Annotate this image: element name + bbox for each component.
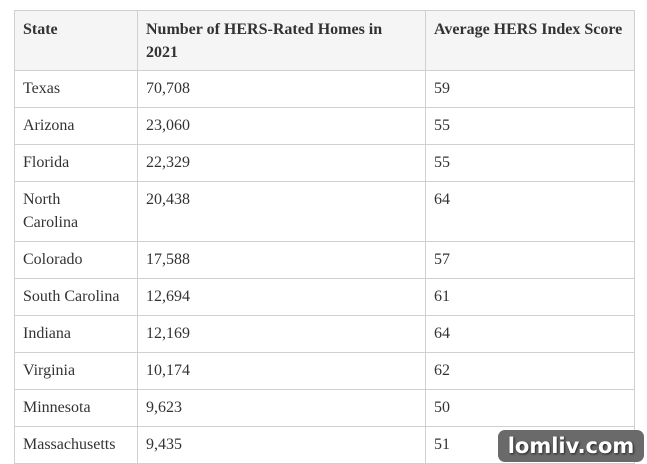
table-cell: Minnesota (14, 389, 138, 427)
table-row: Texas 70,708 59 (14, 70, 635, 108)
cell-text: 64 (434, 191, 450, 208)
table-cell: 59 (425, 70, 635, 108)
cell-text: 50 (434, 399, 450, 416)
table-row: South Carolina 12,694 61 (14, 278, 635, 316)
cell-text: 10,174 (146, 362, 190, 379)
table-cell: 9,623 (137, 389, 426, 427)
cell-text: Indiana (23, 325, 71, 342)
table-cell: South Carolina (14, 278, 138, 316)
table-cell: 22,329 (137, 144, 426, 182)
table-row: Florida 22,329 55 (14, 144, 635, 182)
cell-text: 57 (434, 251, 450, 268)
cell-text: 12,169 (146, 325, 190, 342)
table-cell: 61 (425, 278, 635, 316)
table-row: North Carolina 20,438 64 (14, 181, 635, 242)
table-cell: 70,708 (137, 70, 426, 108)
cell-text: 51 (434, 436, 450, 453)
table-cell: 55 (425, 144, 635, 182)
hers-table: State Number of HERS-Rated Homes in 2021 A… (14, 10, 635, 464)
cell-text: 9,623 (146, 399, 182, 416)
table-cell: Virginia (14, 352, 138, 390)
cell-text: Colorado (23, 251, 83, 268)
cell-text: 9,435 (146, 436, 182, 453)
cell-text: Florida (23, 154, 70, 171)
header-row: State Number of HERS-Rated Homes in 2021 A… (14, 10, 635, 71)
table-row: Virginia 10,174 62 (14, 352, 635, 390)
cell-text: 61 (434, 288, 450, 305)
table-cell: 64 (425, 181, 635, 242)
cell-text: 17,588 (146, 251, 190, 268)
cell-text: 12,694 (146, 288, 190, 305)
table-body: Texas 70,708 59 Arizona 23,060 55 Florida 22,32… (14, 70, 635, 464)
cell-text: 55 (434, 154, 450, 171)
table-cell: 9,435 (137, 426, 426, 464)
cell-text: 59 (434, 80, 450, 97)
table-cell: Massachusetts (14, 426, 138, 464)
cell-text: 64 (434, 325, 450, 342)
table-cell: 64 (425, 315, 635, 353)
table-cell: North Carolina (14, 181, 138, 242)
table-cell: Florida (14, 144, 138, 182)
table-cell: 12,694 (137, 278, 426, 316)
cell-text: 55 (434, 117, 450, 134)
table-row: Arizona 23,060 55 (14, 107, 635, 145)
table-row: Indiana 12,169 64 (14, 315, 635, 353)
table-cell: 20,438 (137, 181, 426, 242)
table-cell: 62 (425, 352, 635, 390)
cell-text: North Carolina (23, 191, 79, 231)
table-cell: 55 (425, 107, 635, 145)
table-cell: 23,060 (137, 107, 426, 145)
cell-text: 62 (434, 362, 450, 379)
table-row: Colorado 17,588 57 (14, 241, 635, 279)
watermark: lomliv.com (498, 430, 644, 462)
table-row: Minnesota 9,623 50 (14, 389, 635, 427)
table-cell: Colorado (14, 241, 138, 279)
cell-text: 22,329 (146, 154, 190, 171)
cell-text: Arizona (23, 117, 75, 134)
table-cell: 12,169 (137, 315, 426, 353)
table-cell: Texas (14, 70, 138, 108)
table-cell: Arizona (14, 107, 138, 145)
cell-text: Texas (23, 80, 61, 97)
table-cell: 57 (425, 241, 635, 279)
table-cell: Indiana (14, 315, 138, 353)
header-cell: Number of HERS-Rated Homes in 2021 (137, 10, 426, 71)
cell-text: 20,438 (146, 191, 190, 208)
cell-text: Virginia (23, 362, 76, 379)
cell-text: 70,708 (146, 80, 190, 97)
table-cell: 10,174 (137, 352, 426, 390)
header-cell: Average HERS Index Score (425, 10, 635, 71)
cell-text: South Carolina (23, 288, 120, 305)
header-cell: State (14, 10, 138, 71)
cell-text: Minnesota (23, 399, 91, 416)
table-cell: 17,588 (137, 241, 426, 279)
table-cell: 50 (425, 389, 635, 427)
cell-text: 23,060 (146, 117, 190, 134)
cell-text: Massachusetts (23, 436, 116, 453)
